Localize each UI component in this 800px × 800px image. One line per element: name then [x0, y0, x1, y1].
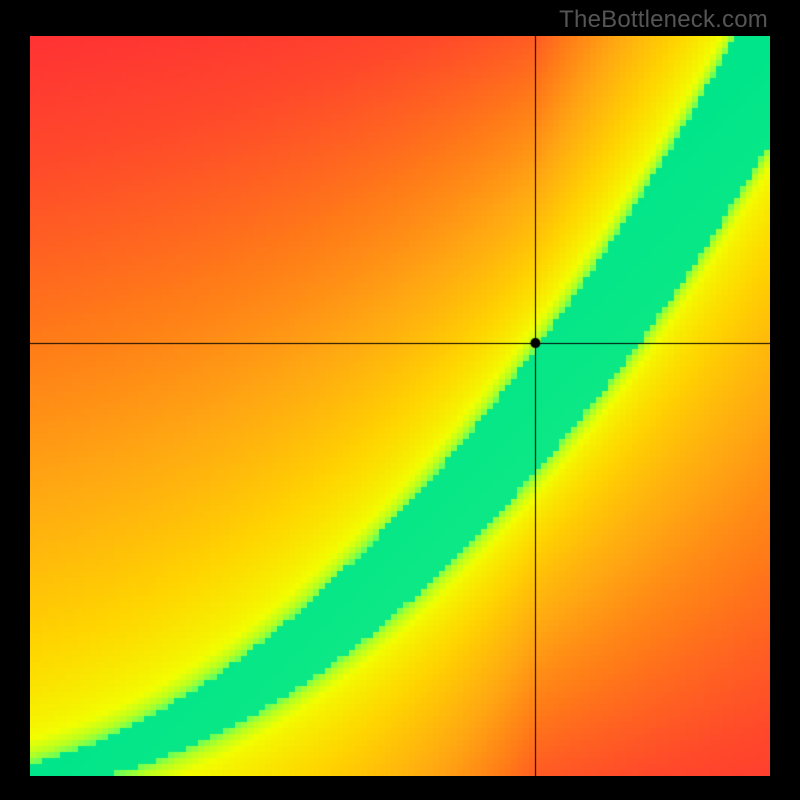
watermark-text: TheBottleneck.com [559, 6, 768, 34]
bottleneck-heatmap [30, 36, 770, 776]
stage: TheBottleneck.com [0, 0, 800, 800]
